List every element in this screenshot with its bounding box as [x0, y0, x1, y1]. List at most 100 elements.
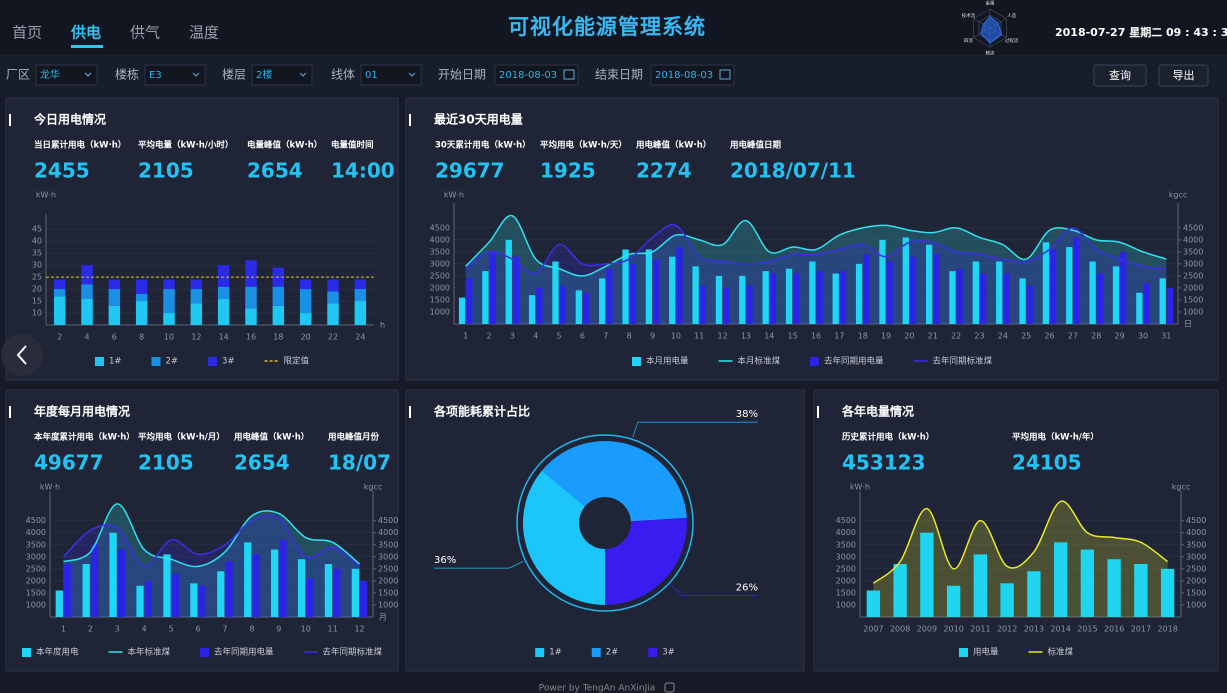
bar [676, 247, 683, 324]
x-tick-label: 17 [834, 332, 844, 341]
y-tick-label: 3500 [26, 540, 46, 549]
x-tick-label: 26 [1044, 332, 1054, 341]
legend: 1# 2# 3# [535, 648, 675, 658]
line [62, 514, 361, 568]
bar [117, 549, 126, 617]
y-tick-label: 1000 [430, 307, 450, 316]
button-label[interactable]: 查询 [1109, 68, 1131, 82]
bar [816, 271, 823, 324]
bar [886, 261, 893, 324]
filter-box[interactable] [251, 64, 313, 86]
x-tick-label: 2010 [943, 625, 963, 634]
dropdown-arrow [192, 72, 200, 77]
bar [1042, 242, 1050, 324]
kpi-label: 用电峰值日期 [729, 140, 782, 151]
bar [360, 580, 368, 617]
bar [528, 295, 536, 324]
x-tick-label: 9 [276, 625, 281, 634]
bar [552, 261, 559, 324]
nav-underline [71, 45, 103, 48]
x-tick-label: 12 [717, 332, 727, 341]
filter-value: 2018-08-03 [655, 70, 713, 81]
x-tick-label: 2 [57, 333, 62, 342]
pie-slice [523, 470, 605, 605]
legend-label: 本月标准煤 [737, 356, 780, 367]
prev-arrow[interactable] [16, 345, 27, 365]
legend-swatch [810, 357, 819, 366]
bar [279, 539, 287, 617]
panel: 各项能耗累计占比 36% 38% 26% 1# 2# 3# [405, 389, 805, 672]
bar [1159, 278, 1166, 324]
button-label[interactable]: 导出 [1173, 68, 1195, 82]
button[interactable] [1158, 64, 1209, 87]
y2-tick-label: 4500 [1183, 223, 1203, 232]
radar-label: 技术流 [962, 12, 976, 19]
y2-tick-label: 3500 [1186, 540, 1206, 549]
x-tick-label: 8 [249, 625, 254, 634]
nav-item[interactable]: 供电 [70, 24, 101, 42]
filter-box[interactable] [494, 64, 579, 86]
bar-segment [108, 279, 121, 290]
y-tick-label: 1500 [26, 588, 46, 597]
kpi-label: 当日累计用电（kW·h） [34, 140, 126, 151]
y-tick-label: 4500 [26, 516, 46, 525]
bar [622, 249, 629, 324]
nav-item[interactable]: 温度 [189, 24, 219, 42]
legend-label: 本年标准煤 [127, 647, 170, 658]
bar [252, 554, 260, 617]
kpi-value: 2274 [636, 159, 692, 183]
kpi-label: 平均用电（kW·h/天） [540, 140, 627, 151]
legend-label: 本月用电量 [646, 356, 689, 367]
bar-segment [163, 289, 175, 314]
bar-segment [354, 301, 367, 325]
kpi-value: 29677 [435, 159, 505, 183]
bar-segment [135, 279, 148, 294]
prev-button[interactable] [1, 334, 43, 376]
bar [225, 561, 233, 617]
kpi-label: 本年度累计用电（kW·h） [34, 432, 135, 443]
filter-value: E3 [149, 70, 162, 81]
button[interactable] [1093, 64, 1147, 87]
bar [832, 273, 839, 324]
x-tick-label: 28 [1091, 332, 1101, 341]
y-tick-label: 2000 [836, 576, 856, 585]
filter-box[interactable] [650, 64, 735, 86]
kpi-value: 1925 [540, 159, 596, 183]
line [63, 503, 361, 568]
y-tick-label: 15 [32, 297, 42, 306]
y2-tick-label: 2000 [1183, 283, 1203, 292]
x-tick-label: 2007 [863, 625, 883, 634]
y2-tick-label: 4500 [1186, 516, 1206, 525]
panel: 年度每月用电情况本年度累计用电（kW·h）49677平均用电（kW·h/月）21… [5, 389, 399, 672]
filter-box[interactable] [360, 64, 422, 86]
bar [1000, 583, 1014, 617]
y2-tick-label: 4000 [378, 528, 398, 537]
y2-tick-label: 4500 [378, 516, 398, 525]
y2-tick-label: 1500 [378, 588, 398, 597]
x-tick-label: 22 [328, 333, 338, 342]
bar-segment [108, 289, 121, 306]
line [465, 215, 1167, 277]
pie-label: 36% [434, 555, 456, 566]
nav-item[interactable]: 供气 [130, 24, 160, 42]
y-tick-label: 3000 [26, 552, 46, 561]
legend-label: 本年度用电 [36, 647, 79, 658]
x-tick-label: 8 [627, 332, 632, 341]
x-tick-label: 11 [328, 625, 338, 634]
x-tick-label: 10 [671, 332, 681, 341]
header-bar [0, 0, 1227, 55]
bar [466, 278, 473, 324]
bar [946, 585, 961, 617]
datetime: 2018-07-27 星期二 09 : 43 : 35 [1055, 25, 1227, 39]
filter-box[interactable] [144, 64, 206, 86]
legend-label: 1# [549, 648, 562, 658]
nav-item[interactable]: 首页 [12, 24, 42, 42]
x-tick-label: 2012 [997, 625, 1017, 634]
bar [575, 290, 582, 324]
x-tick-label: 1 [463, 332, 468, 341]
kpi-value: 2654 [234, 451, 290, 475]
y2-tick-label: 3000 [1186, 552, 1206, 561]
bar [1134, 564, 1148, 617]
filter-box[interactable] [35, 64, 98, 86]
